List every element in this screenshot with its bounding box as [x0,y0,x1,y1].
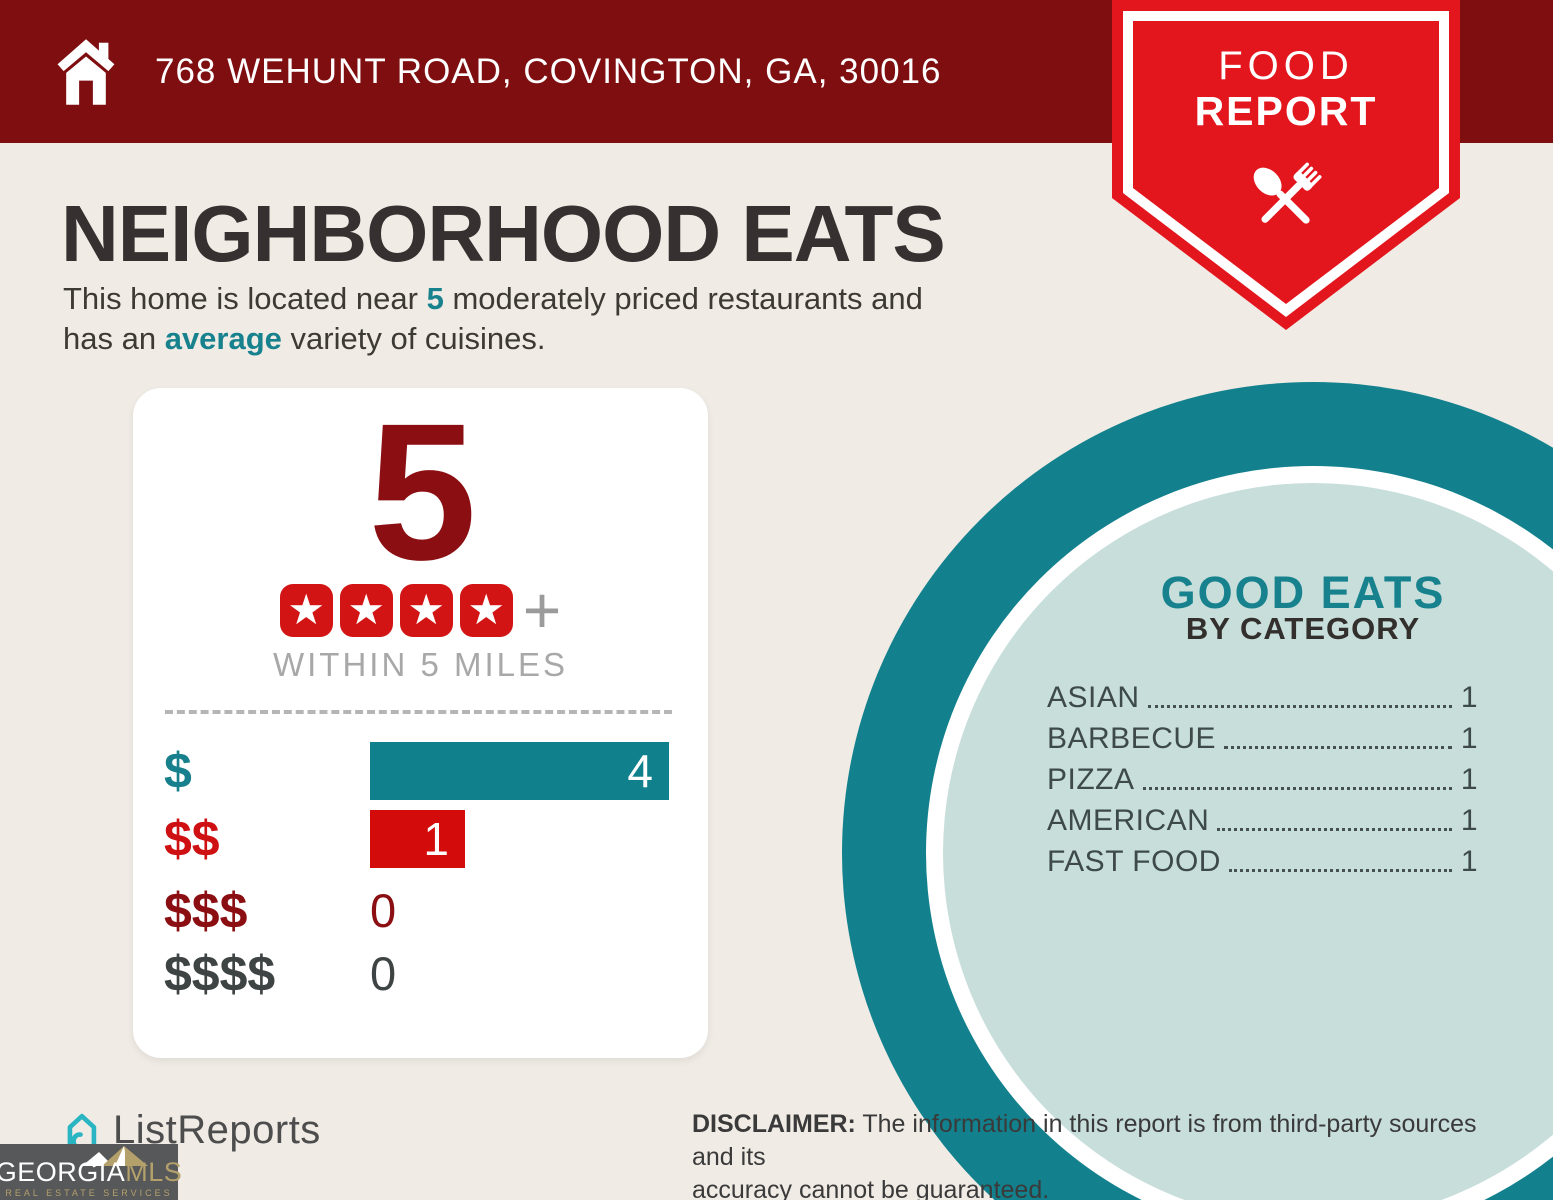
dotted-leader [1228,869,1452,872]
price-label: $$$ [164,883,248,939]
mls-tagline: REAL ESTATE SERVICES [5,1188,173,1198]
restaurant-count-highlight: 5 [426,281,444,316]
good-eats-title: GOOD EATS [1160,567,1446,618]
disclaimer-label: DISCLAIMER: [692,1110,856,1138]
page-subtitle: This home is located near 5 moderately p… [63,279,923,359]
home-icon [57,38,115,105]
category-count: 1 [1460,804,1478,837]
category-list: ASIAN 1 BARBECUE 1 PIZZA 1 AMERICAN 1 FA… [1047,674,1478,879]
star-icon: ★ [339,583,393,637]
category-count: 1 [1460,722,1478,755]
price-row-2: $$ 1 [133,810,708,868]
bar-value: 0 [370,884,397,937]
list-item: ASIAN 1 [1047,674,1478,715]
mls-wordmark: GEORGIA MLS [0,1157,183,1187]
price-label: $ [164,743,192,799]
category-count: 1 [1460,681,1478,714]
good-eats-subtitle: BY CATEGORY [1185,611,1421,646]
list-item: BARBECUE 1 [1047,715,1478,756]
good-eats-circle-inner [943,483,1553,1200]
star-icon: ★ [399,583,453,637]
dotted-leader [1147,705,1452,708]
page-title: NEIGHBORHOOD EATS [61,189,946,278]
disclaimer-line1: DISCLAIMER: The information in this repo… [692,1110,1477,1171]
ribbon-shape [1112,0,1460,330]
bar-value: 0 [370,947,397,1000]
ribbon-title-line2: REPORT [1194,88,1378,134]
georgia-mls-logo: GEORGIA MLS REAL ESTATE SERVICES [0,1144,183,1200]
category-count: 1 [1460,763,1478,796]
bar-price-1: 4 [370,742,669,800]
category-label: AMERICAN [1047,804,1210,837]
stats-card: 5 ★ ★ ★ ★ + WITHIN 5 MILES $ 4 $$ 1 $$$ 0 $… [133,388,708,1058]
star-rating: ★ ★ ★ ★ [279,583,513,637]
list-item: FAST FOOD 1 [1047,838,1478,879]
ribbon-title-line1: FOOD [1218,44,1354,88]
subtitle-line2: has an average variety of cuisines. [63,321,546,356]
spoon-fork-icon [1253,162,1322,224]
price-row-1: $ 4 [133,742,708,800]
rating-row: ★ ★ ★ ★ + [133,573,708,647]
price-row-4: $$$$ 0 [133,946,708,1002]
category-label: FAST FOOD [1047,845,1221,878]
category-label: PIZZA [1047,763,1135,796]
list-item: PIZZA 1 [1047,756,1478,797]
star-icon: ★ [279,583,333,637]
category-label: ASIAN [1047,681,1140,714]
plus-icon: + [522,573,562,647]
bar-value: 4 [627,745,653,797]
dotted-leader [1217,828,1452,831]
dotted-leader [1224,746,1452,749]
price-label: $$$$ [164,946,276,1002]
price-label: $$ [164,811,220,867]
category-label: BARBECUE [1047,722,1217,755]
bar-price-2: 1 [370,810,465,868]
price-row-3: $$$ 0 [133,883,708,939]
food-report-ribbon: FOOD REPORT [1112,0,1460,332]
variety-highlight: average [164,321,282,356]
subtitle-line1: This home is located near 5 moderately p… [63,281,923,316]
property-address: 768 WEHUNT ROAD, COVINGTON, GA, 30016 [155,51,942,91]
dotted-leader [1142,787,1452,790]
dashed-divider [165,710,672,714]
disclaimer-line2: accuracy cannot be guaranteed. [692,1176,1050,1200]
list-item: AMERICAN 1 [1047,797,1478,838]
bar-value: 1 [423,813,449,865]
star-icon: ★ [459,583,513,637]
disclaimer: DISCLAIMER: The information in this repo… [692,1108,1507,1200]
radius-caption: WITHIN 5 MILES [272,646,569,683]
restaurant-count: 5 [368,383,476,601]
category-count: 1 [1460,845,1478,878]
mountain-icon [82,1146,148,1166]
